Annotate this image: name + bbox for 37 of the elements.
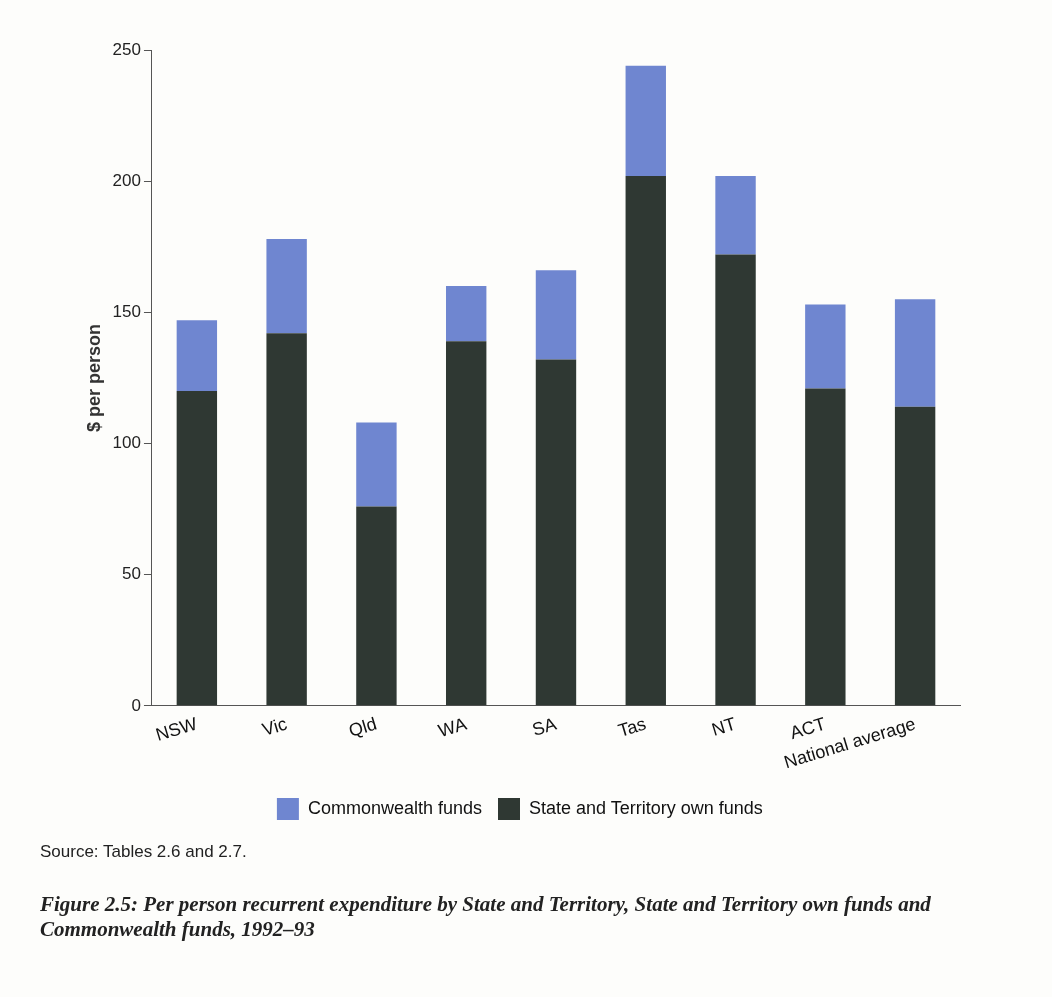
bar bbox=[625, 65, 666, 176]
y-tick-label: 50 bbox=[122, 564, 141, 584]
bar bbox=[356, 506, 397, 706]
legend-label: State and Territory own funds bbox=[528, 797, 763, 818]
x-tick-label: Vic bbox=[259, 713, 290, 740]
y-tick-label: 250 bbox=[112, 39, 141, 59]
bar bbox=[176, 320, 218, 392]
bar bbox=[894, 406, 936, 706]
x-tick-label: Qld bbox=[346, 713, 380, 741]
bar bbox=[266, 238, 307, 334]
bar bbox=[446, 286, 487, 342]
bar bbox=[356, 422, 397, 507]
y-tick-label: 150 bbox=[112, 302, 141, 322]
y-axis-title: $ per person bbox=[83, 323, 104, 432]
bar bbox=[176, 391, 218, 706]
x-tick-label: SA bbox=[529, 713, 559, 740]
y-tick-label: 200 bbox=[112, 170, 141, 190]
bar bbox=[535, 359, 577, 706]
y-tick-label: 100 bbox=[112, 433, 141, 453]
text: Figure 2.5: Per person recurrent expenditure by State and Territory, State and Territory own funds and Commonwealth funds, 1992–93 bbox=[40, 892, 932, 942]
bar bbox=[266, 333, 307, 706]
bar bbox=[625, 175, 666, 706]
bar bbox=[446, 341, 487, 706]
x-tick-label: NT bbox=[709, 713, 739, 740]
bar bbox=[805, 388, 846, 706]
legend-label: Commonwealth funds bbox=[307, 797, 482, 818]
bar bbox=[535, 270, 577, 360]
source-note: Source: Tables 2.6 and 2.7. bbox=[40, 842, 247, 862]
bar bbox=[715, 254, 756, 706]
x-tick-label: ACT bbox=[787, 713, 828, 744]
x-tick-label: WA bbox=[435, 713, 469, 741]
x-tick-label: NSW bbox=[153, 713, 200, 745]
y-tick-label: 0 bbox=[131, 695, 141, 715]
bar bbox=[894, 299, 936, 407]
bar bbox=[805, 304, 846, 389]
x-tick-label: Tas bbox=[615, 713, 649, 741]
bar bbox=[715, 175, 756, 255]
